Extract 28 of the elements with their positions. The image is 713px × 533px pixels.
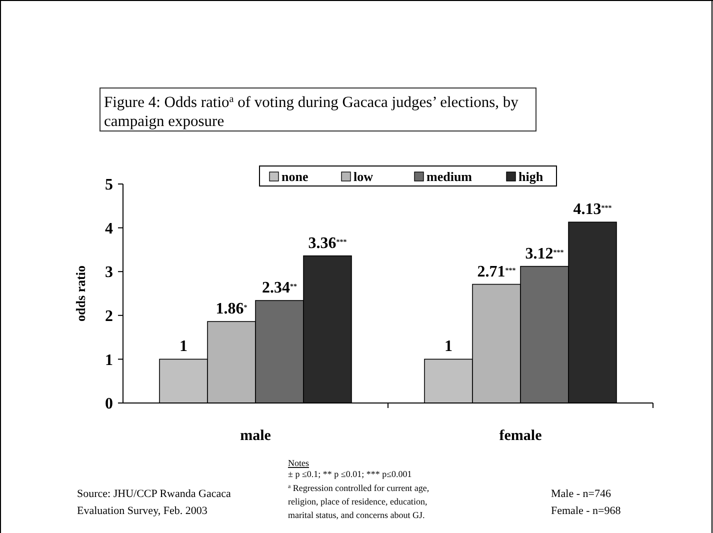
source-note: Source: JHU/CCP Rwanda Gacaca Evaluation Survey, Feb. 2003: [77, 488, 231, 517]
text: Female - n=968: [551, 505, 622, 517]
y-tick-label: 1: [105, 352, 113, 369]
data-label: 2.71$^{***}$: [477, 263, 516, 280]
y-tick-label: 4: [105, 220, 113, 238]
text: ± p ≤0.1; ** p ≤0.01; *** p≤0.001: [288, 469, 412, 479]
y-tick-label: 0: [105, 396, 113, 413]
text: Notes: [288, 458, 310, 468]
legend-label: high: [518, 169, 544, 184]
y-tick-label: 5: [105, 176, 113, 194]
data-label: 1: [180, 338, 188, 356]
x-tick-label: male: [240, 428, 272, 444]
legend-label: low: [354, 169, 374, 184]
legend-label: medium: [426, 169, 472, 184]
data-label: 3.36$^{***}$: [308, 234, 348, 252]
y-tick-label: 2: [105, 308, 113, 325]
y-axis-title: odds ratio: [73, 266, 88, 322]
data-label: 3.12$^{***}$: [525, 245, 564, 262]
data-label: 1.86$^{*}$: [216, 300, 248, 318]
text: Male - n=746: [551, 488, 612, 500]
text: $^{a}$ Regression controlled for current age, religion, place of residence, education, marital status, and concerns about GJ.: [288, 483, 430, 520]
y-tick-label: 3: [105, 264, 113, 282]
chart-title: Figure 4: Odds ratio$^{a}$ of voting during Gacaca judges’ elections, by campaign exposure: [104, 94, 519, 130]
data-label: 4.13$^{***}$: [573, 201, 612, 218]
legend-label: none: [282, 169, 308, 184]
x-tick-label: female: [499, 428, 542, 444]
data-label: 1: [444, 338, 452, 356]
data-label: 2.34$^{**}$: [262, 280, 298, 297]
